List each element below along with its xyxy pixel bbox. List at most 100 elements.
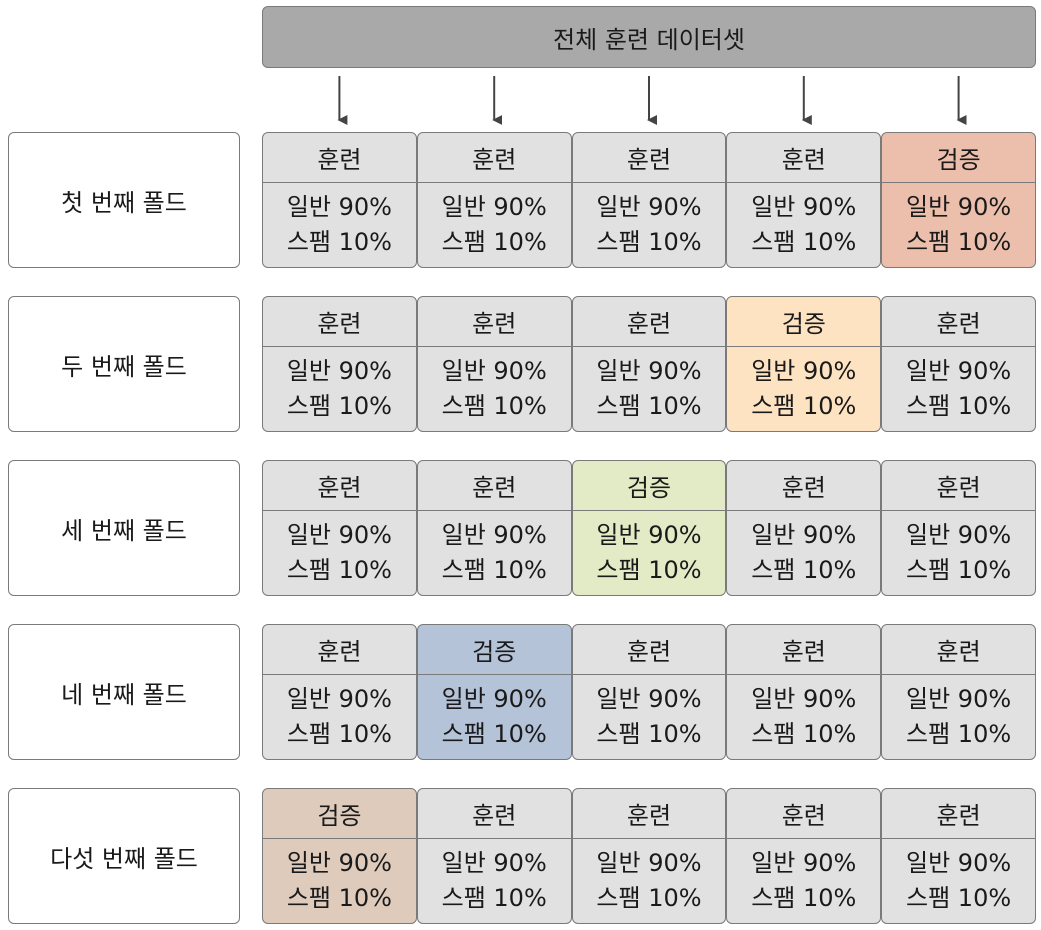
spam-ratio: 스팸 10% [596, 884, 702, 912]
spam-ratio: 스팸 10% [286, 392, 392, 420]
cell-ratio: 일반 90% 스팸 10% [418, 347, 571, 431]
cell-role-label: 검증 [417, 625, 571, 675]
cell-ratio: 일반 90% 스팸 10% [263, 347, 416, 431]
validation-cell: 검증 일반 90% 스팸 10% [571, 460, 727, 596]
spam-ratio: 스팸 10% [441, 556, 547, 584]
cell-role-label: 훈련 [572, 789, 726, 839]
spam-ratio: 스팸 10% [286, 884, 392, 912]
cell-role-label: 훈련 [727, 461, 881, 511]
spam-ratio: 스팸 10% [751, 392, 857, 420]
cell-ratio: 일반 90% 스팸 10% [882, 675, 1035, 759]
normal-ratio: 일반 90% [441, 849, 547, 877]
spam-ratio: 스팸 10% [751, 228, 857, 256]
normal-ratio: 일반 90% [906, 521, 1012, 549]
cell-ratio: 일반 90% 스팸 10% [727, 839, 880, 923]
normal-ratio: 일반 90% [286, 193, 392, 221]
cell-role-label: 훈련 [572, 133, 726, 183]
cell-ratio: 일반 90% 스팸 10% [418, 183, 571, 267]
cell-role-label: 검증 [727, 297, 881, 347]
normal-ratio: 일반 90% [751, 685, 857, 713]
cell-role-label: 훈련 [727, 789, 881, 839]
cell-role-label: 훈련 [417, 297, 571, 347]
cell-ratio: 일반 90% 스팸 10% [573, 511, 726, 595]
spam-ratio: 스팸 10% [441, 392, 547, 420]
spam-ratio: 스팸 10% [751, 720, 857, 748]
train-cell: 훈련 일반 90% 스팸 10% [416, 788, 572, 924]
train-cell: 훈련 일반 90% 스팸 10% [262, 460, 417, 596]
cell-role-label: 훈련 [417, 133, 571, 183]
cell-ratio: 일반 90% 스팸 10% [263, 183, 416, 267]
spam-ratio: 스팸 10% [596, 228, 702, 256]
normal-ratio: 일반 90% [441, 521, 547, 549]
normal-ratio: 일반 90% [751, 521, 857, 549]
spam-ratio: 스팸 10% [596, 556, 702, 584]
cell-ratio: 일반 90% 스팸 10% [573, 675, 726, 759]
fold-label: 다섯 번째 폴드 [8, 788, 240, 924]
cell-ratio: 일반 90% 스팸 10% [727, 675, 880, 759]
spam-ratio: 스팸 10% [441, 720, 547, 748]
cell-ratio: 일반 90% 스팸 10% [573, 347, 726, 431]
cell-role-label: 훈련 [572, 625, 726, 675]
train-cell: 훈련 일반 90% 스팸 10% [571, 624, 727, 760]
spam-ratio: 스팸 10% [441, 228, 547, 256]
train-cell: 훈련 일반 90% 스팸 10% [881, 460, 1036, 596]
cell-role-label: 검증 [882, 133, 1035, 183]
cell-ratio: 일반 90% 스팸 10% [263, 511, 416, 595]
spam-ratio: 스팸 10% [286, 556, 392, 584]
normal-ratio: 일반 90% [286, 685, 392, 713]
normal-ratio: 일반 90% [441, 685, 547, 713]
cell-ratio: 일반 90% 스팸 10% [573, 839, 726, 923]
normal-ratio: 일반 90% [441, 193, 547, 221]
normal-ratio: 일반 90% [906, 849, 1012, 877]
cell-role-label: 검증 [263, 789, 416, 839]
spam-ratio: 스팸 10% [751, 884, 857, 912]
spam-ratio: 스팸 10% [441, 884, 547, 912]
spam-ratio: 스팸 10% [286, 228, 392, 256]
cell-ratio: 일반 90% 스팸 10% [727, 511, 880, 595]
cell-role-label: 훈련 [727, 625, 881, 675]
normal-ratio: 일반 90% [751, 193, 857, 221]
spam-ratio: 스팸 10% [906, 720, 1012, 748]
cell-role-label: 훈련 [727, 133, 881, 183]
train-cell: 훈련 일반 90% 스팸 10% [571, 788, 727, 924]
normal-ratio: 일반 90% [596, 521, 702, 549]
normal-ratio: 일반 90% [906, 193, 1012, 221]
normal-ratio: 일반 90% [906, 357, 1012, 385]
spam-ratio: 스팸 10% [596, 392, 702, 420]
train-cell: 훈련 일반 90% 스팸 10% [881, 296, 1036, 432]
cell-role-label: 훈련 [572, 297, 726, 347]
train-cell: 훈련 일반 90% 스팸 10% [571, 296, 727, 432]
cell-role-label: 훈련 [263, 133, 416, 183]
cell-ratio: 일반 90% 스팸 10% [882, 183, 1035, 267]
spam-ratio: 스팸 10% [751, 556, 857, 584]
cell-ratio: 일반 90% 스팸 10% [727, 183, 880, 267]
cell-ratio: 일반 90% 스팸 10% [573, 183, 726, 267]
fold-label: 첫 번째 폴드 [8, 132, 240, 268]
normal-ratio: 일반 90% [751, 357, 857, 385]
cell-role-label: 훈련 [263, 625, 416, 675]
train-cell: 훈련 일반 90% 스팸 10% [262, 296, 417, 432]
cell-ratio: 일반 90% 스팸 10% [263, 839, 416, 923]
split-arrows [337, 76, 967, 125]
spam-ratio: 스팸 10% [286, 720, 392, 748]
normal-ratio: 일반 90% [441, 357, 547, 385]
train-cell: 훈련 일반 90% 스팸 10% [881, 788, 1036, 924]
cell-ratio: 일반 90% 스팸 10% [418, 839, 571, 923]
cell-role-label: 훈련 [417, 461, 571, 511]
normal-ratio: 일반 90% [286, 849, 392, 877]
spam-ratio: 스팸 10% [906, 556, 1012, 584]
cell-role-label: 훈련 [882, 297, 1035, 347]
cell-role-label: 훈련 [882, 625, 1035, 675]
cell-ratio: 일반 90% 스팸 10% [263, 675, 416, 759]
fold-label: 두 번째 폴드 [8, 296, 240, 432]
cell-role-label: 훈련 [882, 789, 1035, 839]
train-cell: 훈련 일반 90% 스팸 10% [571, 132, 727, 268]
